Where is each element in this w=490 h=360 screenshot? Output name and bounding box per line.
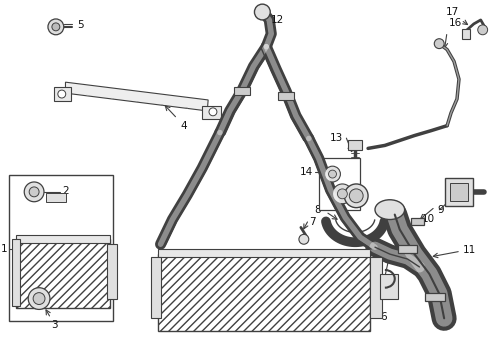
Text: 14: 14 xyxy=(299,167,313,177)
Text: 10: 10 xyxy=(422,213,435,224)
Text: 15: 15 xyxy=(369,281,383,291)
Text: 17: 17 xyxy=(446,7,459,17)
Text: 7: 7 xyxy=(309,217,316,226)
Circle shape xyxy=(29,187,39,197)
Circle shape xyxy=(333,184,352,204)
Circle shape xyxy=(329,170,337,178)
Polygon shape xyxy=(66,82,208,111)
Bar xyxy=(16,239,110,309)
Circle shape xyxy=(254,4,270,20)
Text: 3: 3 xyxy=(51,320,57,330)
Bar xyxy=(158,249,370,257)
Circle shape xyxy=(344,184,368,208)
Circle shape xyxy=(324,166,341,182)
Bar xyxy=(380,274,398,298)
Circle shape xyxy=(299,234,309,244)
Text: 12: 12 xyxy=(271,15,285,25)
Circle shape xyxy=(33,293,45,305)
Bar xyxy=(12,239,20,306)
Text: 11: 11 xyxy=(463,245,476,255)
Text: 4: 4 xyxy=(180,121,187,131)
Circle shape xyxy=(24,182,44,202)
Circle shape xyxy=(209,108,217,116)
Text: 1: 1 xyxy=(1,244,7,254)
Circle shape xyxy=(52,23,60,31)
Bar xyxy=(151,257,161,318)
Bar xyxy=(411,217,424,225)
Bar xyxy=(398,245,417,253)
Text: 13: 13 xyxy=(330,132,343,143)
Circle shape xyxy=(338,189,347,199)
Bar xyxy=(348,140,362,150)
Polygon shape xyxy=(202,106,221,119)
Bar xyxy=(445,178,473,206)
Bar xyxy=(370,257,382,318)
Text: 16: 16 xyxy=(449,18,463,28)
Text: 2: 2 xyxy=(62,186,69,196)
Bar xyxy=(462,29,470,39)
Circle shape xyxy=(28,288,50,310)
Bar xyxy=(46,193,66,202)
Bar xyxy=(158,254,370,331)
Ellipse shape xyxy=(375,200,405,220)
Bar xyxy=(425,293,445,301)
Text: 6: 6 xyxy=(380,312,387,323)
Bar xyxy=(318,158,360,210)
Bar xyxy=(107,244,117,298)
Bar xyxy=(278,92,294,100)
Bar xyxy=(16,235,110,243)
Circle shape xyxy=(58,90,66,98)
Polygon shape xyxy=(54,87,71,101)
Bar xyxy=(9,175,113,321)
Circle shape xyxy=(349,189,363,203)
Text: 8: 8 xyxy=(314,204,320,215)
Bar xyxy=(234,87,249,95)
Circle shape xyxy=(434,39,444,49)
Text: 9: 9 xyxy=(437,205,444,215)
Bar xyxy=(450,183,468,201)
Circle shape xyxy=(48,19,64,35)
Circle shape xyxy=(478,25,488,35)
Text: 5: 5 xyxy=(77,20,84,30)
